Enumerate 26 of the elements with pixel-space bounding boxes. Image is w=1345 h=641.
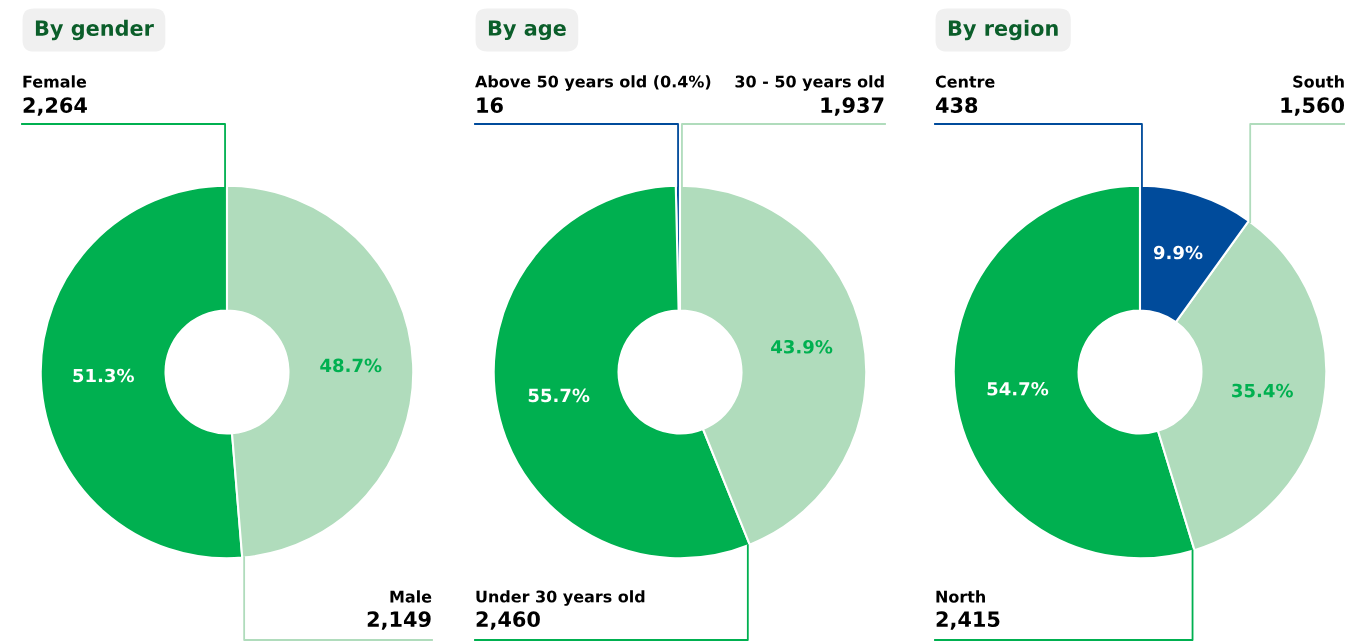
chart-title: By region (948, 19, 1058, 41)
data-label: 438 (935, 97, 978, 114)
data-label: 2,460 (476, 611, 540, 630)
slice-label: South (1293, 75, 1344, 88)
data-label: 16 (477, 97, 503, 114)
chart-title: By age (488, 20, 566, 41)
slice-label: Under 30 years old (476, 590, 645, 606)
slice-label: Centre (935, 75, 995, 88)
text: 35.4% (1232, 383, 1293, 398)
slice-label: Male (390, 590, 432, 603)
chart-title: By gender (35, 19, 154, 41)
data-label: 1,937 (821, 97, 884, 116)
text: 9.9% (1153, 245, 1203, 260)
slice-label: 30 - 50 years old (735, 75, 884, 91)
text: 43.9% (771, 339, 833, 354)
text: 51.3% (73, 368, 134, 383)
slice-label: Above 50 years old (0.4%) (475, 75, 711, 91)
text: 54.7% (987, 381, 1049, 396)
data-label: 1,560 (1281, 97, 1345, 116)
slice-label: North (936, 590, 985, 603)
data-label: 2,149 (367, 611, 431, 630)
data-label: 2,415 (936, 611, 1000, 630)
text: 48.7% (320, 358, 382, 373)
slice-label: Female (23, 75, 87, 88)
data-label: 2,264 (23, 97, 87, 116)
text: 55.7% (528, 388, 590, 403)
